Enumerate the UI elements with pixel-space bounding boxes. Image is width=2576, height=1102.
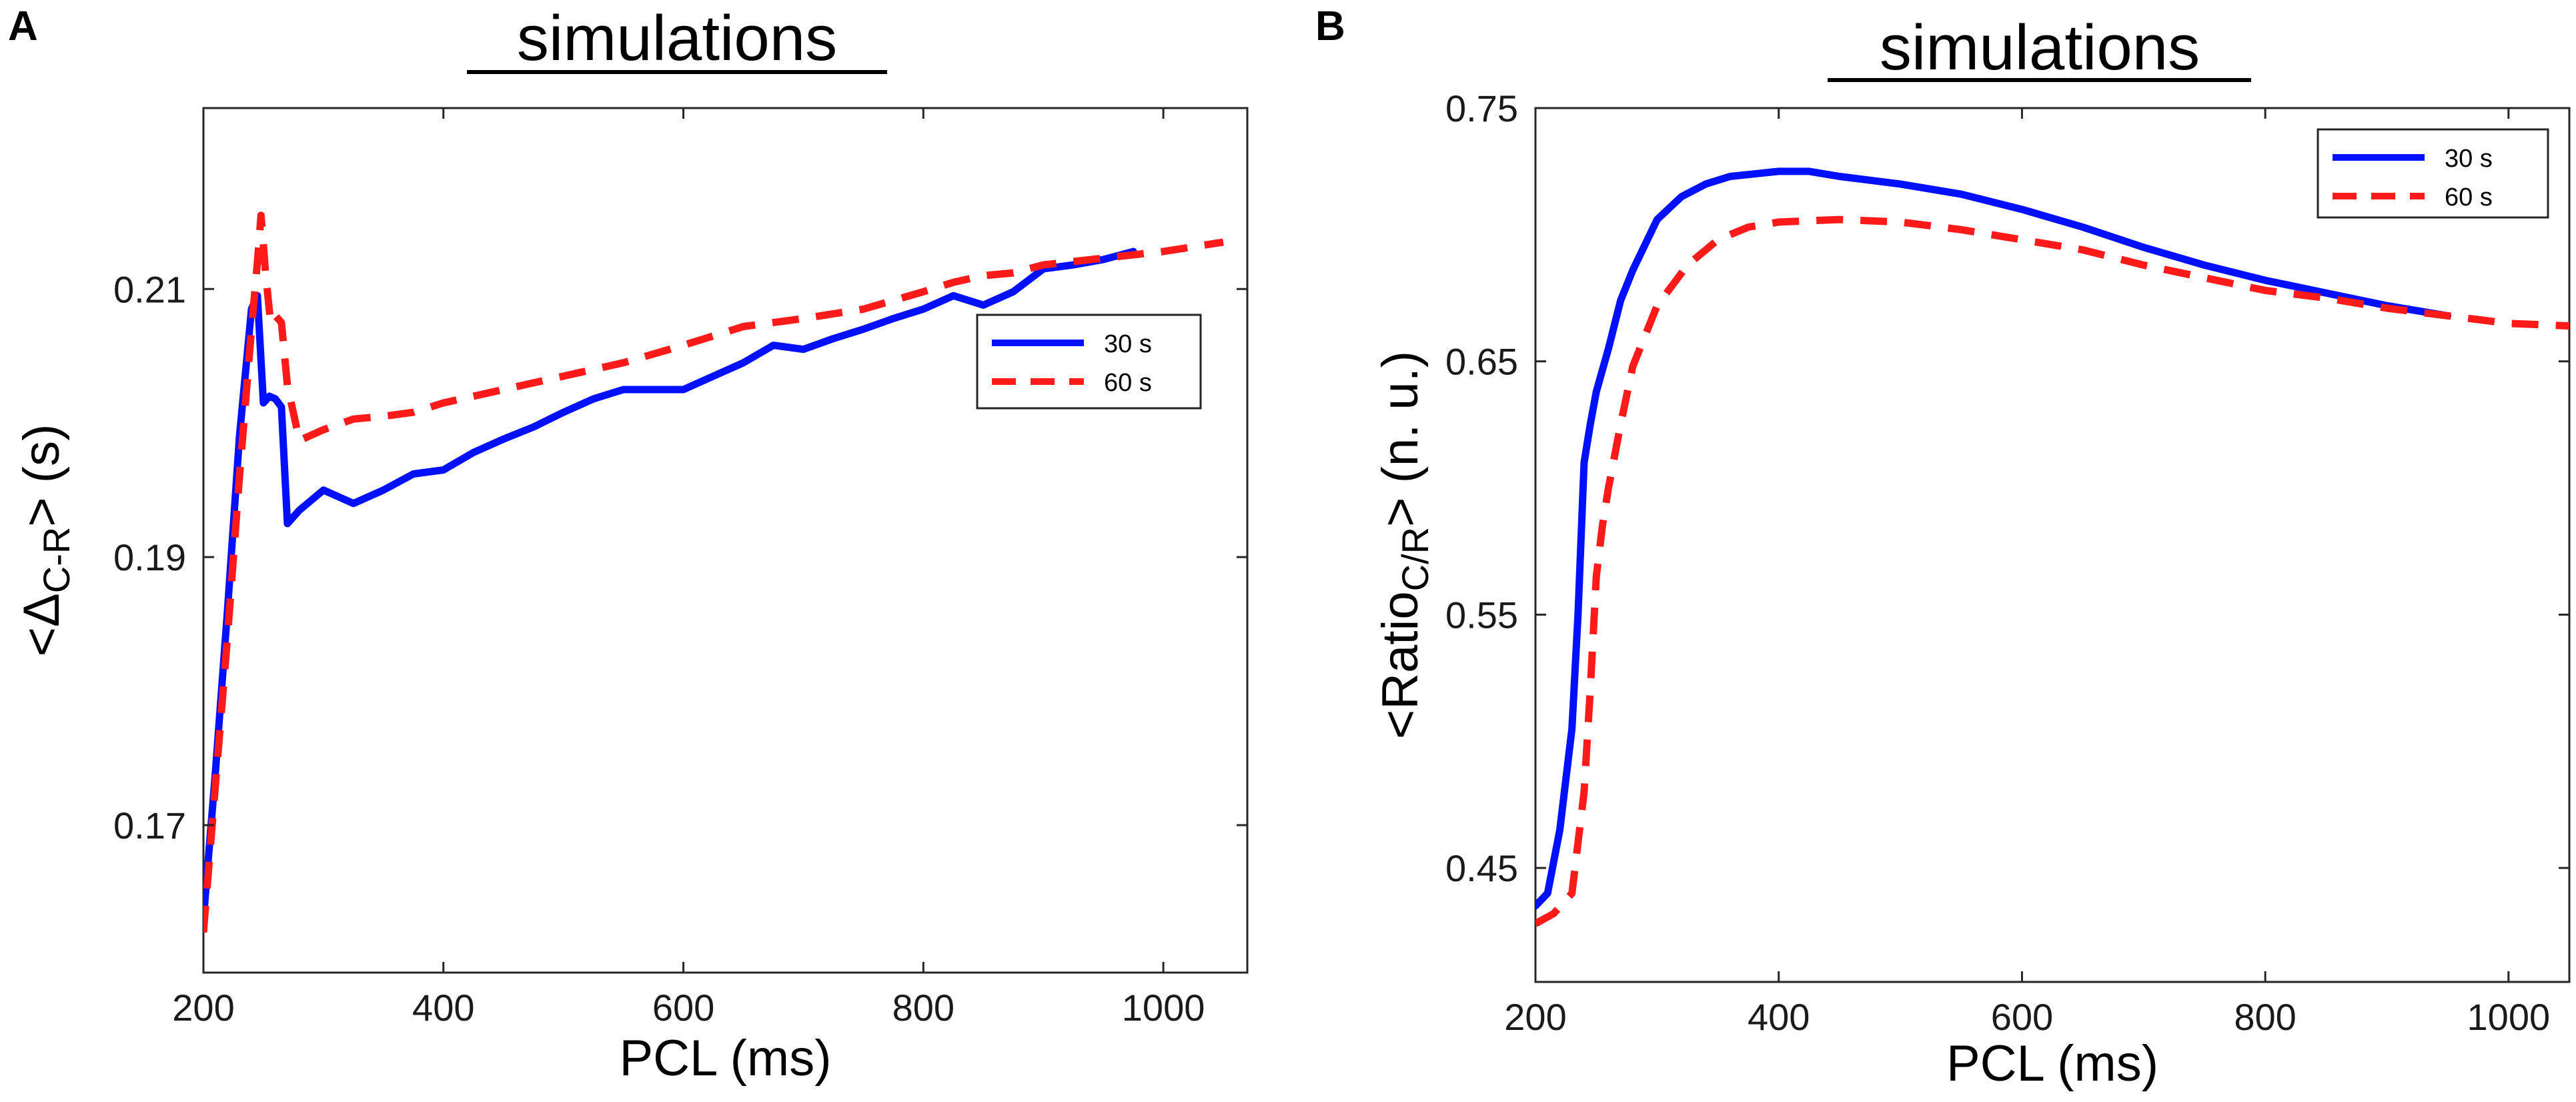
legend: 30 s 60 s	[2317, 128, 2549, 219]
panel-letter-b: B	[1315, 3, 1345, 49]
y-axis-label: <RatioC/R> (n. u.)	[1372, 351, 1436, 739]
plot-frame	[202, 107, 1249, 974]
y-tick-label: 0.17	[113, 804, 186, 847]
y-tick-label: 0.65	[1445, 341, 1518, 383]
y-axis-label-tail: > (n. u.)	[1372, 351, 1429, 527]
x-tick-label: 400	[1748, 996, 1810, 1038]
x-tick-label: 400	[412, 987, 474, 1029]
x-tick-label: 200	[1504, 996, 1566, 1038]
y-tick-label: 0.19	[113, 536, 186, 578]
series-line-30s	[203, 247, 1137, 923]
y-axis-label-main: <Ratio	[1372, 591, 1429, 739]
series-line-30s	[1535, 167, 2452, 910]
y-tick-label: 0.55	[1445, 594, 1518, 636]
legend: 30 s 60 s	[976, 314, 1202, 410]
y-axis-label-tail: > (s)	[13, 424, 70, 527]
x-axis-label: PCL (ms)	[619, 1030, 831, 1087]
legend-label: 30 s	[1104, 330, 1152, 358]
chart-title: simulations	[1880, 12, 2200, 83]
y-axis-label: <ΔC-R> (s)	[13, 424, 77, 657]
x-tick-label: 800	[2234, 996, 2296, 1038]
legend-box	[976, 314, 1202, 410]
x-tick-label: 600	[652, 987, 714, 1029]
series-line-60s	[1535, 215, 2569, 927]
legend-label: 30 s	[2445, 145, 2493, 173]
x-tick-label: 1000	[2467, 996, 2551, 1038]
y-tick-label: 0.45	[1445, 847, 1518, 889]
series-layer	[1535, 167, 2569, 927]
series-layer	[203, 211, 1224, 933]
y-axis-label-main: <Δ	[13, 593, 70, 656]
legend-label: 60 s	[2445, 183, 2493, 211]
y-axis-label-subscript: C-R	[35, 527, 77, 594]
legend-label: 60 s	[1104, 369, 1152, 397]
panel-letter-a: A	[8, 3, 38, 49]
chart-title: simulations	[517, 3, 837, 74]
y-axis-label-subscript: C/R	[1394, 527, 1436, 591]
y-tick-label: 0.75	[1445, 87, 1518, 129]
x-tick-label: 200	[172, 987, 234, 1029]
series-line-60s	[203, 211, 1224, 933]
legend-box	[2317, 128, 2549, 219]
x-axis-label: PCL (ms)	[1946, 1035, 2158, 1092]
x-tick-label: 800	[892, 987, 954, 1029]
plot-frame	[1534, 107, 2571, 983]
y-tick-label: 0.21	[113, 268, 186, 310]
x-tick-label: 600	[1991, 996, 2053, 1038]
x-tick-label: 1000	[1122, 987, 1205, 1029]
